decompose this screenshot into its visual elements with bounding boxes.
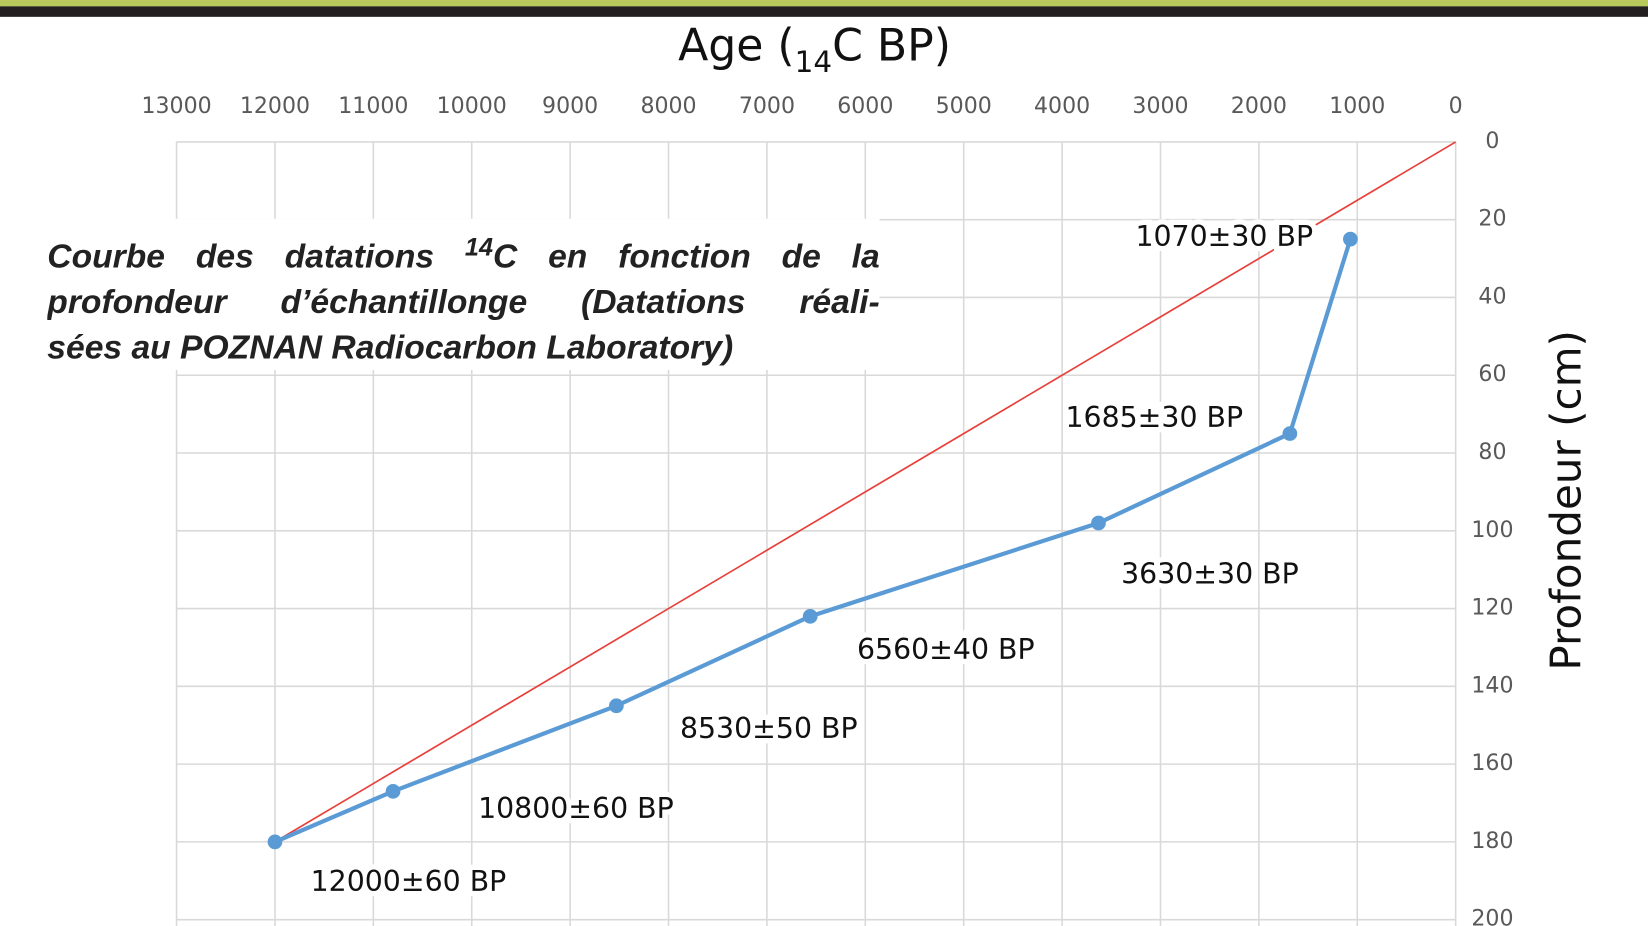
point: [802, 608, 818, 624]
point-annotation: 6560±40 BP: [857, 633, 1035, 666]
point: [609, 698, 624, 714]
x-tick-label: 6000: [837, 94, 893, 119]
note-text: Courbe des datations: [47, 237, 465, 276]
point-annotation: 8530±50 BP: [680, 712, 858, 745]
x-axis-title: Age (14C BP): [678, 20, 951, 78]
point-annotation: 12000±60 BP: [311, 865, 507, 898]
x-tick-label: 2000: [1231, 94, 1287, 119]
x-tick-label: 9000: [542, 94, 598, 119]
x-tick-label: 12000: [240, 94, 310, 119]
point: [1091, 515, 1106, 531]
x-tick-label: 8000: [640, 94, 696, 119]
point-annotation: 1685±30 BP: [1065, 401, 1243, 434]
point-annotation: 10800±60 BP: [478, 792, 674, 825]
x-tick-label: 3000: [1132, 94, 1188, 119]
lines: [267, 141, 1457, 850]
note-box: Courbe des datations 14C en fonction de …: [47, 218, 880, 370]
x-title-part: C BP): [832, 20, 951, 71]
x-title-subscript: 14: [795, 45, 832, 79]
point: [1343, 231, 1358, 247]
note-superscript: 14: [464, 233, 493, 262]
note-line: sées au POZNAN Radiocarbon Laboratory): [47, 327, 734, 366]
note: Courbe des datations 14C en fonction de …: [47, 218, 880, 370]
y-tick-label: 0: [1485, 129, 1499, 154]
x-title-part: Age (: [678, 20, 795, 71]
y-axis-title: Profondeur (cm): [1542, 330, 1591, 670]
y-tick-label: 120: [1471, 596, 1513, 621]
x-tick-label: 10000: [437, 94, 507, 119]
point: [1282, 426, 1298, 441]
note-line: profondeur d’échantillonge (Datations ré…: [47, 282, 880, 321]
labels: 13000 12000 11000 10000 9000 8000 7000 6000 5000…: [141, 94, 1513, 926]
series-line: [274, 141, 1457, 843]
note-text: C en fonction de la: [492, 237, 880, 276]
top-stripe: [0, 0, 1648, 7]
note-line: Courbe des datations 14C en fonction de …: [47, 225, 879, 279]
y-tick-label: 60: [1478, 362, 1506, 387]
x-tick-label: 13000: [141, 94, 211, 119]
top-bar: [0, 6, 1648, 17]
point: [385, 783, 401, 799]
x-tick-label: 4000: [1034, 94, 1090, 119]
point: [267, 834, 283, 850]
y-tick-label: 200: [1471, 907, 1513, 926]
y-tick-label: 160: [1471, 751, 1513, 776]
point-annotation: 3630±30 BP: [1121, 558, 1299, 591]
y-tick-label: 20: [1478, 207, 1506, 232]
x-tick-label: 1000: [1329, 94, 1385, 119]
y-tick-label: 100: [1471, 518, 1513, 543]
x-tick-label: 5000: [936, 94, 992, 119]
x-tick-label: 7000: [739, 94, 795, 119]
y-tick-label: 40: [1478, 284, 1506, 309]
x-tick-label: 0: [1449, 94, 1463, 119]
y-tick-label: 80: [1478, 440, 1506, 465]
y-tick-label: 140: [1471, 673, 1513, 698]
point-annotation: 1070±30 BP: [1135, 220, 1313, 253]
y-tick-label: 180: [1471, 829, 1513, 854]
x-tick-label: 11000: [338, 94, 408, 119]
